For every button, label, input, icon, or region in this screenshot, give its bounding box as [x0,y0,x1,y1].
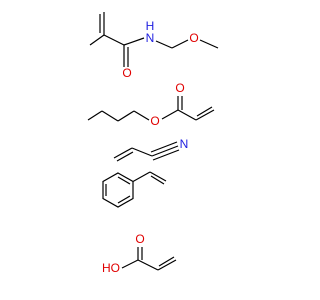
atom-label: N [180,137,189,151]
structure-diagram: H N O O O O N O HO [87,12,219,275]
atom-label: O [175,81,184,95]
molecule-butyl-acrylate: O O [87,81,215,128]
molecule-styrene [102,171,167,208]
atom-label: N [146,31,155,45]
atom-label: H [146,19,155,33]
atom-label: O [150,114,159,128]
molecule-methoxymethyl-methacrylamide: H N O O [89,12,219,80]
atom-label: O [135,232,144,246]
atom-label: O [122,66,131,80]
molecule-acrylonitrile: N [113,137,189,162]
atom-label: O [189,31,198,45]
molecule-acrylic-acid: O HO [102,232,177,275]
atom-label: HO [102,261,120,275]
